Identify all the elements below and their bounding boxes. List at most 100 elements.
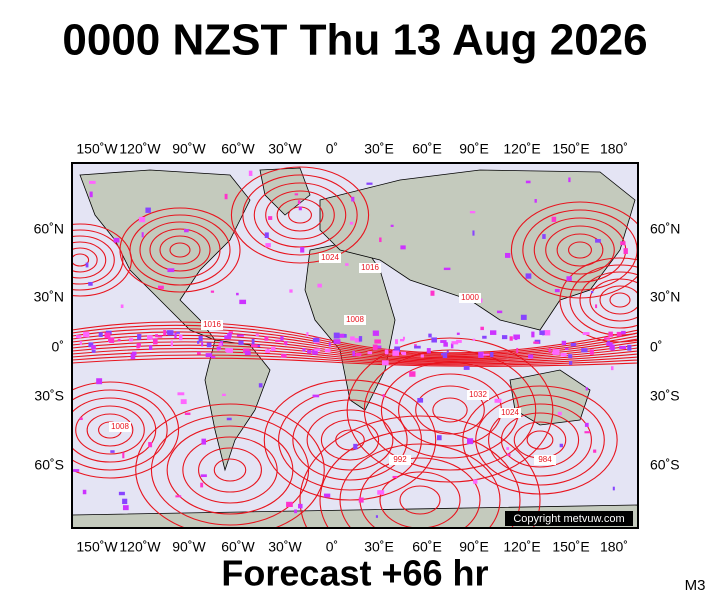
top-lon-label: 60˚E: [412, 141, 442, 157]
precip-cell: [236, 292, 239, 296]
precip-cell: [352, 350, 355, 357]
isobar: [150, 414, 310, 526]
isobar: [166, 425, 294, 515]
isobar: [159, 235, 201, 265]
precip-cell: [501, 335, 508, 340]
precip-cell: [372, 344, 378, 351]
precip-cell: [595, 304, 598, 309]
bottom-lon-label: 120˚E: [503, 539, 540, 555]
isobar: [72, 241, 107, 279]
map-area: 1024 1016 1008 1000 1032 1024 1016 1008 992 984: [72, 163, 638, 528]
precip-cell: [374, 339, 381, 344]
precip-cell: [297, 200, 301, 205]
precip-cell: [456, 339, 462, 343]
precip-cell: [345, 263, 349, 266]
isobar: [72, 347, 638, 364]
precip-cell: [621, 330, 626, 335]
precip-cell: [610, 366, 614, 371]
precip-cell: [463, 365, 470, 370]
top-lon-label: 150˚W: [76, 141, 118, 157]
isobar: [579, 271, 638, 329]
precip-cell: [604, 337, 610, 340]
copyright: Copyright metvuw.com: [513, 513, 624, 525]
precip-cell: [147, 335, 153, 340]
precip-cell: [443, 267, 451, 271]
precip-cell: [472, 338, 476, 341]
precip-cell: [590, 291, 594, 294]
precip-cell: [176, 331, 180, 334]
precip-cell: [328, 342, 331, 347]
bottom-lon-label: 60˚W: [221, 539, 255, 555]
precip-cell: [564, 347, 569, 350]
isobar-label-bg: [359, 263, 381, 273]
precip-cell: [248, 170, 253, 176]
isobar: [72, 253, 90, 267]
precip-cell: [201, 438, 207, 445]
bottom-lon-label: 30˚E: [364, 539, 394, 555]
isobar: [276, 198, 324, 232]
precip-cell: [175, 495, 182, 498]
precip-cell: [525, 180, 531, 184]
precip-cell: [554, 289, 560, 293]
precip-cell: [251, 344, 258, 348]
bottom-lon-label: 90˚W: [172, 539, 206, 555]
precip-cell: [367, 351, 373, 355]
isobar: [119, 207, 241, 293]
precip-cell: [548, 348, 551, 353]
isobar: [488, 403, 592, 477]
left-lat-label: 60˚N: [34, 221, 64, 237]
precip-cell: [355, 352, 362, 357]
precip-cell: [430, 290, 435, 296]
precip-cell: [122, 452, 125, 459]
precip-cell: [440, 353, 444, 356]
isobar-label: 1008: [346, 315, 364, 324]
precip-cell: [531, 331, 535, 338]
precip-cell: [584, 422, 589, 427]
isobar: [306, 409, 394, 471]
precip-cell: [83, 331, 90, 338]
precip-cell: [446, 350, 449, 354]
isobar: [72, 247, 98, 273]
precip-cell: [420, 354, 424, 358]
precip-cell: [225, 348, 233, 353]
precip-cell: [472, 230, 475, 236]
isobar-label-bg: [201, 320, 223, 330]
top-lon-label: 0˚: [326, 141, 338, 157]
top-lon-label: 90˚W: [172, 141, 206, 157]
precip-cell: [136, 345, 140, 349]
precip-cell: [251, 338, 255, 345]
precip-cell: [551, 216, 557, 222]
precip-cell: [149, 345, 153, 350]
precip-cell: [469, 211, 476, 214]
precip-cell: [543, 330, 551, 336]
isobar: [86, 413, 134, 447]
precip-cell: [616, 331, 622, 337]
right-lat-label: 60˚N: [650, 221, 680, 237]
isobar: [72, 344, 638, 362]
precip-cell: [110, 450, 115, 453]
precip-cell: [170, 340, 173, 347]
precip-cell: [390, 224, 394, 227]
isobar: [292, 399, 408, 481]
precip-cell: [358, 336, 363, 342]
bottom-lon-label: 150˚W: [76, 539, 118, 555]
isobar: [169, 242, 191, 258]
isobar: [299, 415, 541, 528]
left-lat-label: 0˚: [52, 339, 64, 355]
bottom-lon-label: 0˚: [326, 539, 338, 555]
precip-cell: [238, 340, 244, 345]
isobar: [72, 321, 638, 354]
precip-cell: [130, 353, 136, 360]
isobar-label-bg: [344, 315, 366, 325]
precip-cell: [414, 345, 421, 349]
precip-cell: [206, 342, 212, 348]
precip-cell: [226, 417, 232, 421]
bottom-lon-label: 60˚E: [412, 539, 442, 555]
isobar: [263, 379, 437, 501]
precip-cell: [394, 346, 401, 353]
precip-cell: [141, 232, 144, 238]
isobar: [135, 403, 325, 528]
isobar: [72, 389, 168, 471]
isobar: [182, 436, 278, 504]
